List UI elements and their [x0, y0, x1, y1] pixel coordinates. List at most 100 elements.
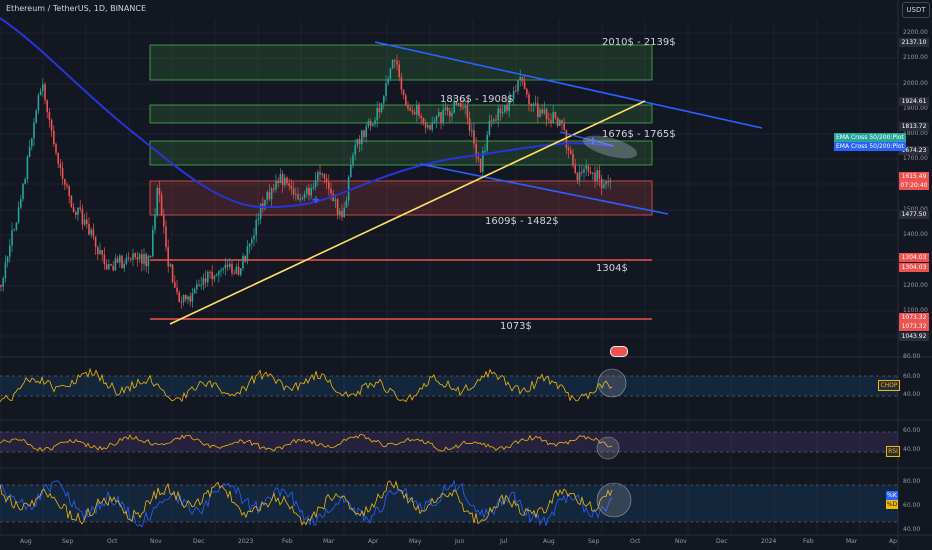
zone-1676-1765 — [149, 140, 653, 166]
candle-body — [167, 247, 169, 267]
price-tag: 07:20:40 — [899, 181, 929, 190]
candle-body — [545, 109, 548, 120]
candle-body — [367, 120, 370, 127]
candle-body — [259, 203, 262, 219]
candle-body — [605, 181, 607, 185]
candle-body — [438, 112, 440, 117]
indicator-tick: 40.00 — [903, 526, 921, 533]
indicator-tick: 60.00 — [903, 502, 921, 509]
candle-body — [143, 254, 145, 264]
currency-button[interactable]: USDT — [902, 2, 930, 18]
candle-body — [81, 209, 84, 225]
price-tick: 2200.00 — [903, 29, 928, 36]
time-tick: Sep — [62, 538, 74, 545]
candle-body — [64, 179, 66, 185]
candle-body — [303, 193, 306, 199]
candle-body — [198, 284, 200, 286]
candle-body — [134, 253, 136, 258]
channel-upper-line — [374, 41, 763, 129]
price-tag: 1813.72 — [899, 122, 929, 131]
candle-body — [149, 255, 152, 257]
candle-body — [380, 103, 383, 112]
candle-body — [191, 293, 194, 302]
candle-body — [369, 120, 372, 126]
candle-body — [284, 177, 286, 186]
candle-body — [310, 188, 312, 196]
candle-body — [209, 271, 211, 273]
candle-body — [554, 112, 557, 118]
candle-body — [455, 102, 458, 105]
price-tag: 1924.61 — [899, 97, 929, 106]
candle-body — [581, 171, 583, 173]
candle-body — [391, 59, 394, 69]
candle-body — [132, 253, 134, 260]
candle-body — [372, 124, 374, 126]
candle-body — [94, 236, 97, 248]
events-flag-icon[interactable] — [610, 346, 628, 357]
level-label-1304: 1304$ — [596, 263, 628, 274]
candle-body — [158, 188, 161, 195]
candle-body — [530, 103, 532, 107]
candle-body — [233, 273, 235, 275]
indicator-highlight-circle — [596, 482, 632, 518]
candle-body — [255, 220, 257, 236]
candle-body — [473, 130, 475, 144]
candle-body — [424, 122, 427, 128]
indicator-highlight-circle — [596, 436, 620, 460]
candle-body — [603, 184, 605, 188]
candle-body — [418, 105, 420, 117]
candle-body — [44, 84, 46, 101]
candle-body — [55, 144, 57, 153]
chop-tag: CHOP — [878, 380, 900, 391]
price-tag: 1073.32 — [899, 313, 929, 322]
symbol-title[interactable]: Ethereum / TetherUS, 1D, BINANCE — [6, 4, 147, 13]
highlight-ellipse — [582, 135, 638, 159]
candle-body — [407, 104, 409, 109]
candle-body — [229, 263, 231, 267]
candle-body — [46, 100, 48, 112]
candle-body — [86, 219, 88, 224]
candle-body — [31, 138, 33, 147]
candle-body — [114, 258, 117, 271]
candle-body — [482, 151, 484, 172]
candle-body — [211, 271, 213, 280]
candle-body — [220, 269, 222, 272]
ascending-trendline — [169, 100, 646, 325]
candle-body — [493, 119, 495, 122]
candle-body — [361, 130, 363, 145]
candle-body — [119, 255, 121, 263]
candle-body — [145, 254, 147, 267]
candle-body — [4, 262, 7, 279]
candle-body — [543, 109, 546, 114]
candle-body — [0, 285, 2, 287]
candle-body — [378, 107, 381, 112]
candle-body — [26, 156, 29, 180]
candle-body — [435, 116, 438, 122]
indicator-tick: 80.00 — [903, 353, 921, 360]
candle-body — [499, 108, 502, 114]
candle-body — [165, 226, 167, 248]
time-tick: Sep — [588, 538, 600, 545]
price-tick: 1100.00 — [903, 307, 928, 314]
candle-body — [17, 207, 20, 223]
candle-body — [548, 119, 550, 121]
candle-body — [105, 263, 108, 270]
ema-legend[interactable]: EMA Cross 50/200:Plot EMA Cross 50/200:P… — [834, 133, 906, 151]
candle-body — [39, 90, 42, 96]
candle-body — [253, 235, 255, 240]
ema-legend-item[interactable]: EMA Cross 50/200:Plot — [834, 133, 906, 142]
candle-body — [246, 246, 249, 262]
candle-body — [6, 256, 9, 263]
candle-body — [561, 120, 563, 124]
candle-body — [589, 171, 592, 174]
candle-body — [11, 230, 13, 246]
candle-body — [402, 89, 405, 96]
candle-body — [442, 109, 444, 123]
candle-body — [163, 214, 165, 227]
price-tag: 1304.03 — [899, 253, 929, 262]
candle-body — [508, 98, 510, 111]
ema-legend-item[interactable]: EMA Cross 50/200:Plot — [834, 142, 906, 151]
candle-body — [204, 278, 207, 283]
candle-body — [347, 177, 350, 201]
